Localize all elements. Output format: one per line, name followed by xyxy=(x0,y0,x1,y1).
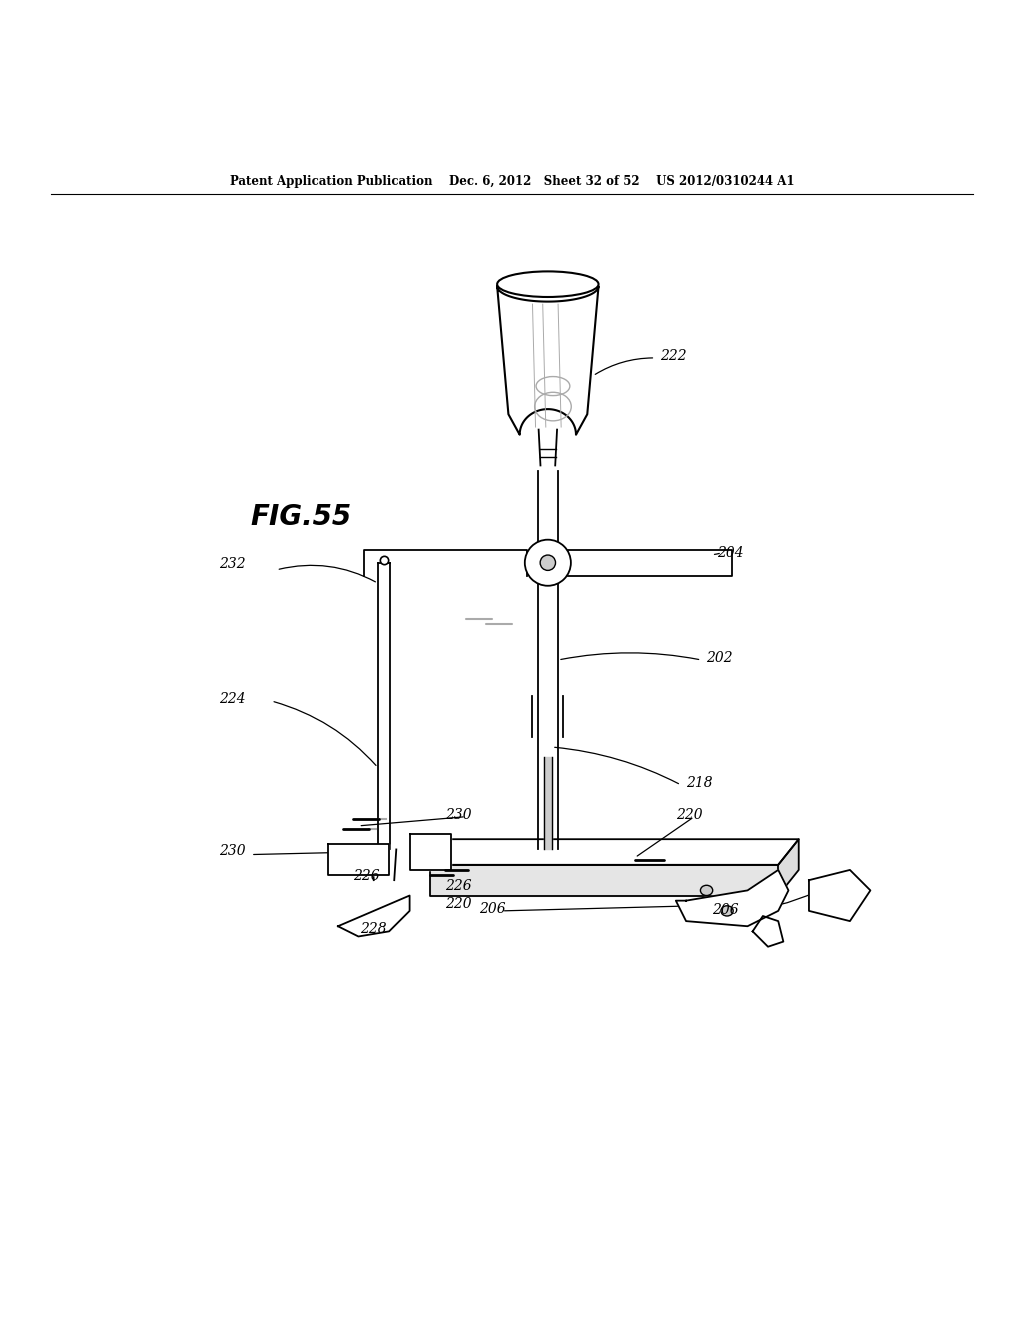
Ellipse shape xyxy=(498,272,598,297)
Text: 222: 222 xyxy=(660,348,687,363)
Text: Patent Application Publication    Dec. 6, 2012   Sheet 32 of 52    US 2012/03102: Patent Application Publication Dec. 6, 2… xyxy=(229,176,795,189)
Text: 218: 218 xyxy=(686,776,713,789)
Text: 230: 230 xyxy=(219,843,246,858)
Polygon shape xyxy=(372,850,396,880)
Polygon shape xyxy=(778,840,799,895)
Text: 224: 224 xyxy=(219,692,246,706)
Polygon shape xyxy=(338,895,410,936)
Text: 228: 228 xyxy=(360,923,387,936)
Text: 226: 226 xyxy=(445,879,472,894)
Polygon shape xyxy=(430,865,778,895)
Text: 206: 206 xyxy=(712,903,738,917)
Text: 204: 204 xyxy=(717,545,743,560)
Ellipse shape xyxy=(525,540,571,586)
Text: 226: 226 xyxy=(353,869,380,883)
Ellipse shape xyxy=(721,906,733,916)
Text: FIG.55: FIG.55 xyxy=(251,503,352,531)
Polygon shape xyxy=(544,758,552,850)
Ellipse shape xyxy=(541,554,555,570)
Polygon shape xyxy=(809,870,870,921)
Polygon shape xyxy=(364,550,527,576)
Polygon shape xyxy=(568,550,732,576)
Polygon shape xyxy=(538,470,558,850)
Polygon shape xyxy=(539,429,557,466)
Polygon shape xyxy=(410,834,451,870)
Text: 202: 202 xyxy=(707,651,733,665)
Ellipse shape xyxy=(700,886,713,895)
Polygon shape xyxy=(676,870,788,927)
Polygon shape xyxy=(498,286,598,434)
Text: 230: 230 xyxy=(445,808,472,822)
Polygon shape xyxy=(430,840,799,865)
Text: 220: 220 xyxy=(676,808,702,822)
Text: 232: 232 xyxy=(219,557,246,570)
Polygon shape xyxy=(328,845,389,875)
Text: 206: 206 xyxy=(479,902,506,916)
Polygon shape xyxy=(753,916,783,946)
Text: 220: 220 xyxy=(445,896,472,911)
